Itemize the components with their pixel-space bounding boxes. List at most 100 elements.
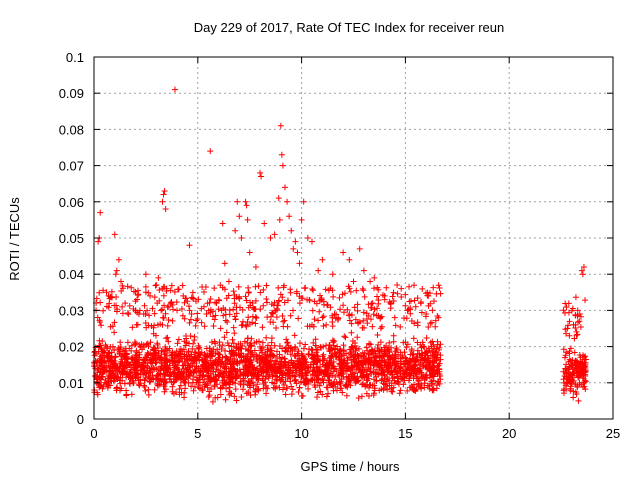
data-point: [190, 387, 197, 394]
data-point-outlier: [284, 198, 291, 205]
data-point: [186, 307, 193, 314]
data-point: [361, 358, 368, 365]
data-point: [425, 323, 432, 330]
data-point: [372, 369, 379, 376]
data-point: [214, 346, 221, 353]
data-point: [571, 349, 578, 356]
data-point: [347, 382, 354, 389]
data-point: [326, 369, 333, 376]
data-point: [193, 317, 200, 324]
data-point: [129, 378, 136, 385]
data-point: [392, 361, 399, 368]
data-point: [196, 376, 203, 383]
data-point: [288, 383, 295, 390]
data-point: [407, 370, 414, 377]
data-point: [320, 377, 327, 384]
data-point: [156, 297, 163, 304]
data-point: [402, 291, 409, 298]
data-point: [182, 342, 189, 349]
data-point: [388, 344, 395, 351]
data-point: [345, 365, 352, 372]
data-point: [563, 386, 570, 393]
data-point: [394, 373, 401, 380]
data-point: [100, 383, 107, 390]
data-point: [232, 386, 239, 393]
data-point: [116, 362, 123, 369]
data-point: [215, 296, 222, 303]
data-point: [221, 376, 228, 383]
data-point: [233, 345, 240, 352]
data-point: [397, 360, 404, 367]
data-point: [337, 385, 344, 392]
data-point: [289, 347, 296, 354]
data-point: [359, 285, 366, 292]
data-point: [430, 284, 437, 291]
data-point: [101, 379, 108, 386]
data-point: [269, 379, 276, 386]
data-point: [253, 365, 260, 372]
data-point: [310, 364, 317, 371]
data-point: [108, 363, 115, 370]
data-point: [243, 390, 250, 397]
data-point: [325, 390, 332, 397]
data-point: [96, 319, 103, 326]
data-point: [216, 371, 223, 378]
data-point: [573, 357, 580, 364]
data-point: [304, 377, 311, 384]
data-point: [97, 368, 104, 375]
data-point: [141, 384, 148, 391]
data-point: [378, 370, 385, 377]
data-point: [354, 301, 361, 308]
data-point: [100, 307, 107, 314]
data-point: [423, 349, 430, 356]
data-point: [200, 288, 207, 295]
data-point: [242, 346, 249, 353]
data-point: [349, 373, 356, 380]
data-point: [209, 313, 216, 320]
data-point: [329, 346, 336, 353]
data-point: [273, 376, 280, 383]
data-point: [571, 335, 578, 342]
data-point: [403, 315, 410, 322]
data-point: [253, 386, 260, 393]
data-point: [264, 346, 271, 353]
data-point: [324, 384, 331, 391]
data-point: [96, 342, 103, 349]
data-point: [376, 361, 383, 368]
data-point: [415, 377, 422, 384]
data-point: [582, 378, 589, 385]
data-point: [224, 318, 231, 325]
data-point: [175, 357, 182, 364]
data-point: [272, 307, 279, 314]
data-point: [291, 332, 298, 339]
data-point: [364, 320, 371, 327]
data-point: [574, 384, 581, 391]
data-point: [106, 295, 113, 302]
data-point: [286, 370, 293, 377]
data-point: [108, 372, 115, 379]
data-point: [367, 366, 374, 373]
data-point: [155, 365, 162, 372]
grid-lines: [94, 57, 613, 419]
data-point: [430, 298, 437, 305]
data-point: [360, 309, 367, 316]
data-point: [363, 344, 370, 351]
data-point: [330, 380, 337, 387]
x-tick-label: 0: [90, 426, 97, 441]
data-point-outlier: [300, 198, 307, 205]
data-point: [185, 348, 192, 355]
data-point: [154, 382, 161, 389]
data-point: [407, 310, 414, 317]
data-point: [260, 361, 267, 368]
data-point: [222, 396, 229, 403]
data-point: [180, 346, 187, 353]
data-point: [272, 385, 279, 392]
data-point: [414, 319, 421, 326]
data-point: [231, 330, 238, 337]
data-point: [431, 345, 438, 352]
data-point: [271, 299, 278, 306]
data-point: [285, 364, 292, 371]
data-point: [162, 386, 169, 393]
data-point: [384, 366, 391, 373]
data-point: [147, 359, 154, 366]
